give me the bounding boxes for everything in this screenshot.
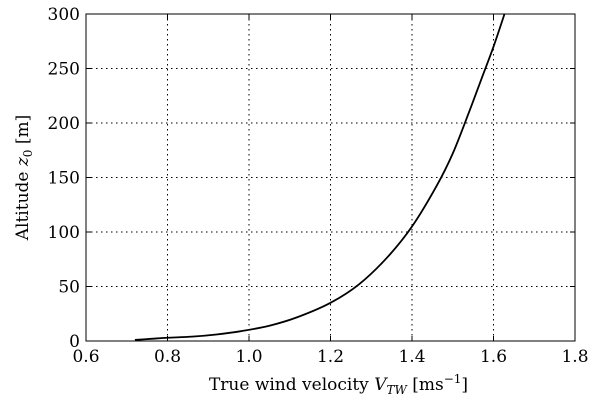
x-tick-label: 0.8 bbox=[154, 347, 181, 367]
x-tick-label: 1.0 bbox=[235, 347, 262, 367]
y-tick-label: 150 bbox=[48, 169, 80, 189]
y-axis-label-prefix: Altitude bbox=[13, 166, 33, 241]
y-axis-label-subscript: 0 bbox=[21, 150, 35, 158]
x-axis-label-prefix: True wind velocity bbox=[209, 375, 374, 395]
x-tick-label: 1.8 bbox=[561, 347, 588, 367]
y-tick-label: 0 bbox=[69, 332, 80, 352]
y-tick-label: 100 bbox=[48, 223, 80, 243]
x-axis-label-unit-open: [ms bbox=[407, 375, 444, 395]
y-axis-label: Altitude z0 [m] bbox=[13, 115, 35, 242]
x-axis-label-unit-close: ] bbox=[461, 375, 468, 395]
series-line bbox=[134, 13, 506, 341]
x-axis-label-unit-exponent: −1 bbox=[444, 372, 462, 386]
x-tick-label: 1.6 bbox=[480, 347, 507, 367]
plot-frame bbox=[85, 13, 576, 342]
x-tick-label: 0.6 bbox=[72, 347, 99, 367]
y-axis-label-unit: [m] bbox=[13, 115, 33, 150]
x-tick-label: 1.4 bbox=[398, 347, 425, 367]
series-layer bbox=[134, 13, 506, 341]
x-axis-label-symbol: V bbox=[374, 375, 388, 395]
y-tick-label: 250 bbox=[48, 60, 80, 80]
tick-labels: 0.6 0.8 1.0 1.2 1.4 1.6 1.8 0 50 100 150 200 250 300 bbox=[48, 5, 589, 367]
x-axis-label: True wind velocity VTW [ms−1] bbox=[209, 372, 468, 397]
x-axis-label-subscript: TW bbox=[386, 383, 408, 397]
grid bbox=[86, 14, 575, 341]
y-axis-label-symbol: z bbox=[13, 156, 33, 167]
y-tick-label: 300 bbox=[48, 5, 80, 25]
y-tick-label: 50 bbox=[58, 278, 80, 298]
y-tick-label: 200 bbox=[48, 114, 80, 134]
x-tick-label: 1.2 bbox=[317, 347, 344, 367]
